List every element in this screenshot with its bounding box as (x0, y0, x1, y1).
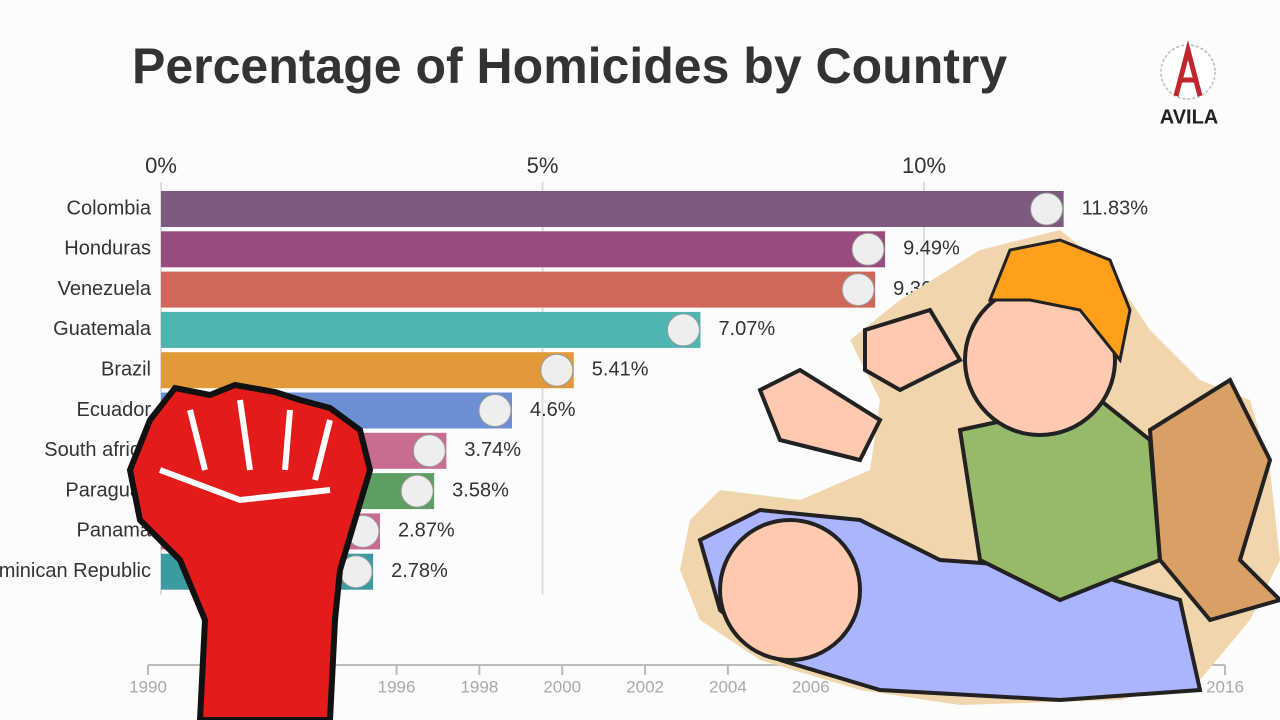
value-label: 3.74% (464, 439, 521, 461)
category-label: Paraguay (65, 479, 151, 501)
bar (161, 271, 876, 308)
value-label: 5.41% (592, 358, 649, 380)
category-label: Dominican Republic (0, 560, 151, 582)
flag-icon (540, 353, 574, 387)
bar (161, 231, 886, 268)
x-tick-label: 0% (145, 153, 177, 178)
category-label: Panama (77, 520, 152, 542)
value-label: 7.07% (718, 318, 775, 340)
fist-art (126, 381, 374, 720)
flag-icon (1030, 192, 1064, 226)
timeline-label: 1990 (129, 677, 167, 696)
x-tick-label: 10% (902, 153, 946, 178)
category-label: South africa (44, 439, 152, 461)
category-label: Colombia (67, 197, 152, 219)
value-label: 9.49% (903, 238, 960, 260)
bar (161, 191, 1064, 227)
timeline-label: 2006 (792, 677, 830, 696)
value-label: 11.83% (1082, 197, 1149, 219)
flag-icon (400, 474, 434, 508)
category-label: Brazil (101, 358, 151, 380)
cartoon-face-bottom (718, 518, 862, 662)
cartoon-legs (1147, 377, 1280, 623)
value-label: 3.58% (452, 479, 509, 501)
timeline-label: 2016 (1206, 677, 1244, 696)
chart-title: Percentage of Homicides by Country (132, 38, 1007, 94)
bar (161, 311, 701, 348)
flag-icon (851, 232, 885, 266)
logo-a (1173, 40, 1203, 97)
bar (161, 352, 574, 389)
category-label: Guatemala (53, 318, 152, 340)
category-label: Honduras (64, 238, 151, 260)
timeline-label: 1996 (378, 677, 416, 696)
timeline-label: 2004 (709, 677, 747, 696)
value-label: 4.6% (530, 399, 576, 421)
flag-icon (841, 273, 875, 307)
timeline-label: 2002 (626, 677, 664, 696)
category-label: Ecuador (77, 399, 152, 421)
flag-icon (412, 434, 446, 468)
overlay-art (126, 230, 1280, 720)
category-label: Venezuela (58, 278, 152, 300)
x-tick-label: 5% (527, 153, 559, 178)
flag-icon (478, 394, 512, 427)
cartoon-hair (987, 238, 1132, 364)
value-label: 2.78% (391, 560, 448, 582)
timeline-label: 1998 (460, 677, 498, 696)
logo-text: AVILA (1160, 106, 1219, 128)
flag-icon (666, 313, 700, 347)
fist-highlights (158, 399, 333, 504)
logo: AVILA (1160, 40, 1219, 128)
timeline-label: 2000 (543, 677, 581, 696)
value-label: 2.87% (398, 520, 455, 542)
cartoon-fists (757, 307, 963, 463)
